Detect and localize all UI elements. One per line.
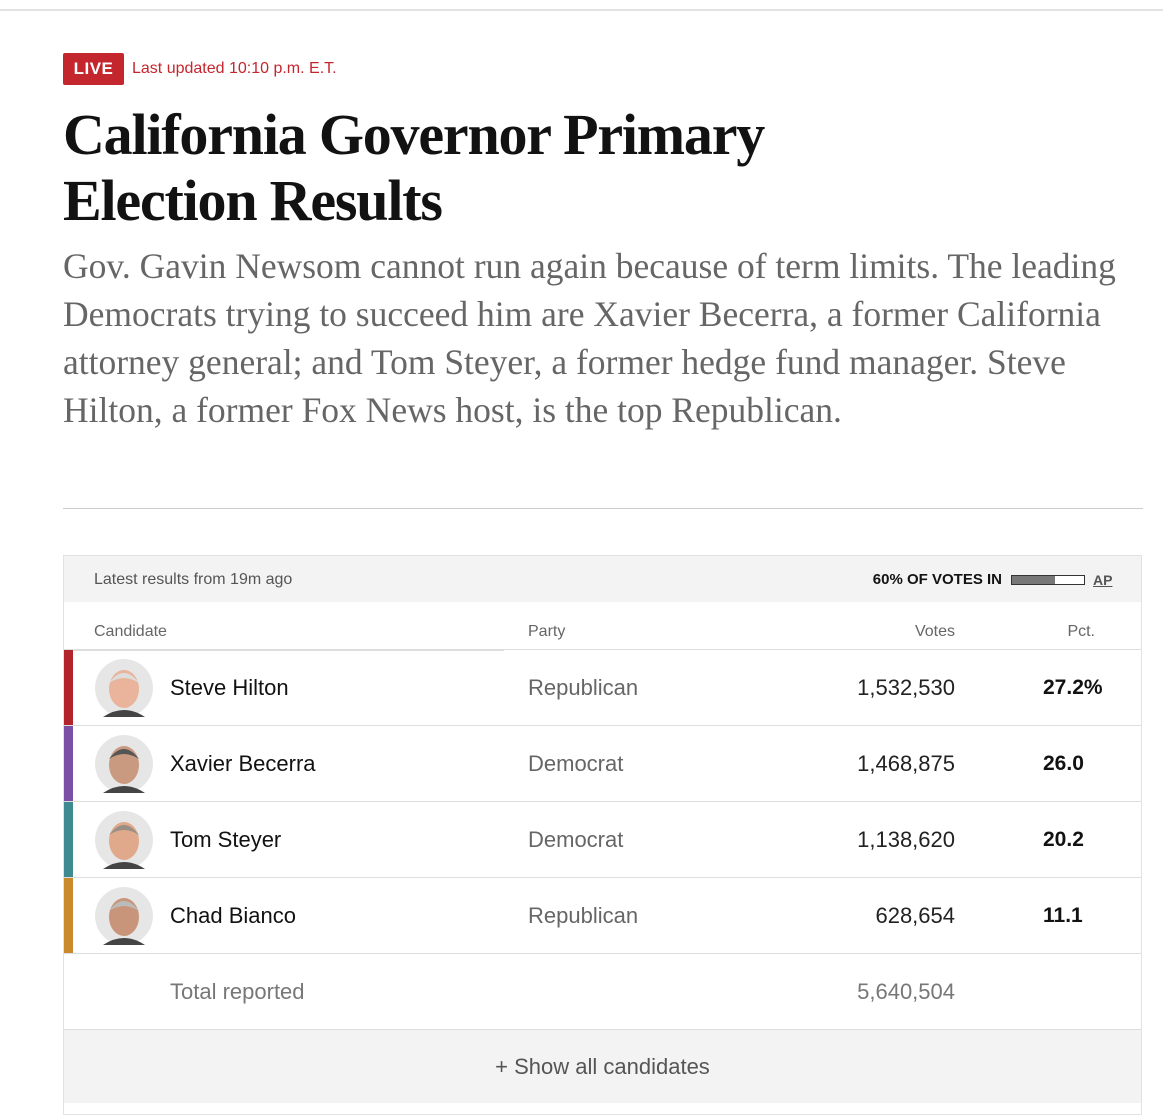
show-all-button[interactable]: + Show all candidates: [64, 1030, 1141, 1103]
party-color-bar: [64, 650, 73, 726]
candidate-name: Steve Hilton: [170, 675, 289, 700]
party: Republican: [528, 903, 639, 928]
header-rule: [504, 649, 1141, 650]
row-rule: [64, 725, 1141, 726]
live-badge: LIVE: [63, 53, 124, 85]
total-label: Total reported: [170, 979, 305, 1004]
candidate-name: Tom Steyer: [170, 827, 282, 852]
row-rule: [64, 877, 1141, 878]
divider: [63, 508, 1143, 509]
column-header: Party: [528, 623, 566, 640]
column-header: Pct.: [1067, 623, 1095, 640]
headline: California Governor Primary Election Res…: [63, 102, 765, 233]
column-header: Candidate: [94, 623, 167, 640]
candidate-photo: [95, 811, 153, 869]
votes: 1,532,530: [857, 675, 955, 700]
description: Gov. Gavin Newsom cannot run again becau…: [63, 246, 1116, 430]
row-rule: [64, 953, 1141, 954]
party: Democrat: [528, 751, 624, 776]
votes: 628,654: [875, 903, 955, 928]
avatar: [95, 735, 153, 793]
progress-track: [1011, 575, 1085, 585]
latest-results: Latest results from 19m ago: [94, 571, 293, 588]
top-rule: [0, 9, 1163, 11]
party: Democrat: [528, 827, 624, 852]
candidate-photo: [95, 887, 153, 945]
percent: 20.2: [1043, 828, 1084, 851]
candidate-name: Xavier Becerra: [170, 751, 316, 776]
votes-in: 60% OF VOTES IN: [872, 571, 1002, 588]
party-color-bar: [64, 726, 73, 802]
votes: 1,468,875: [857, 751, 955, 776]
percent: 27.2%: [1043, 676, 1103, 699]
avatar: [95, 887, 153, 945]
party: Republican: [528, 675, 639, 700]
summary-bar: [64, 556, 1141, 602]
candidate-photo: [95, 659, 153, 717]
column-header: Votes: [914, 623, 955, 640]
candidate-photo: [95, 735, 153, 793]
progress-fill: [1012, 576, 1056, 584]
party-color-bar: [64, 878, 73, 954]
votes: 1,138,620: [857, 827, 955, 852]
header-rule: [64, 649, 504, 651]
percent: 11.1: [1043, 904, 1083, 927]
candidate-name: Chad Bianco: [170, 903, 296, 928]
avatar: [95, 811, 153, 869]
avatar: [95, 659, 153, 717]
total-votes: 5,640,504: [857, 979, 955, 1004]
last-updated: Last updated 10:10 p.m. E.T.: [132, 60, 337, 77]
party-color-bar: [64, 802, 73, 878]
percent: 26.0: [1043, 752, 1084, 775]
source[interactable]: AP: [1093, 572, 1113, 588]
row-rule: [64, 801, 1141, 802]
total-rule: [64, 1029, 1141, 1030]
